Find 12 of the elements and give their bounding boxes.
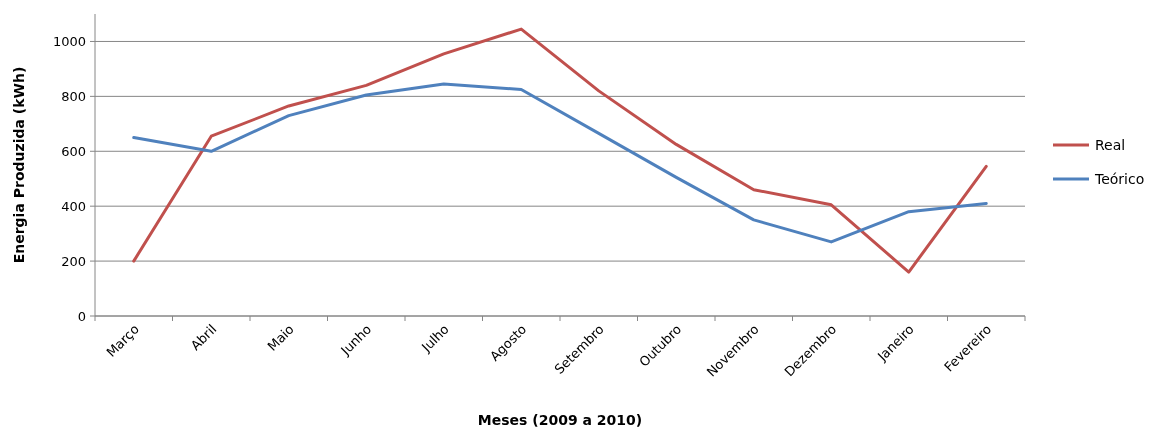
legend-label: Teórico — [1094, 170, 1145, 187]
legend-label: Real — [1095, 136, 1126, 153]
y-axis-title: Energia Produzida (kWh) — [11, 66, 27, 264]
y-tick-label: 800 — [61, 88, 86, 104]
x-axis-title: Meses (2009 a 2010) — [477, 412, 643, 428]
line-series — [132, 82, 988, 244]
y-tick-label: 200 — [61, 253, 86, 269]
y-tick-label: 600 — [61, 143, 86, 159]
y-tick-label: 400 — [61, 198, 86, 214]
line-series — [132, 27, 988, 274]
y-tick-label: 1000 — [52, 34, 86, 49]
y-tick-label: 0 — [77, 308, 86, 324]
